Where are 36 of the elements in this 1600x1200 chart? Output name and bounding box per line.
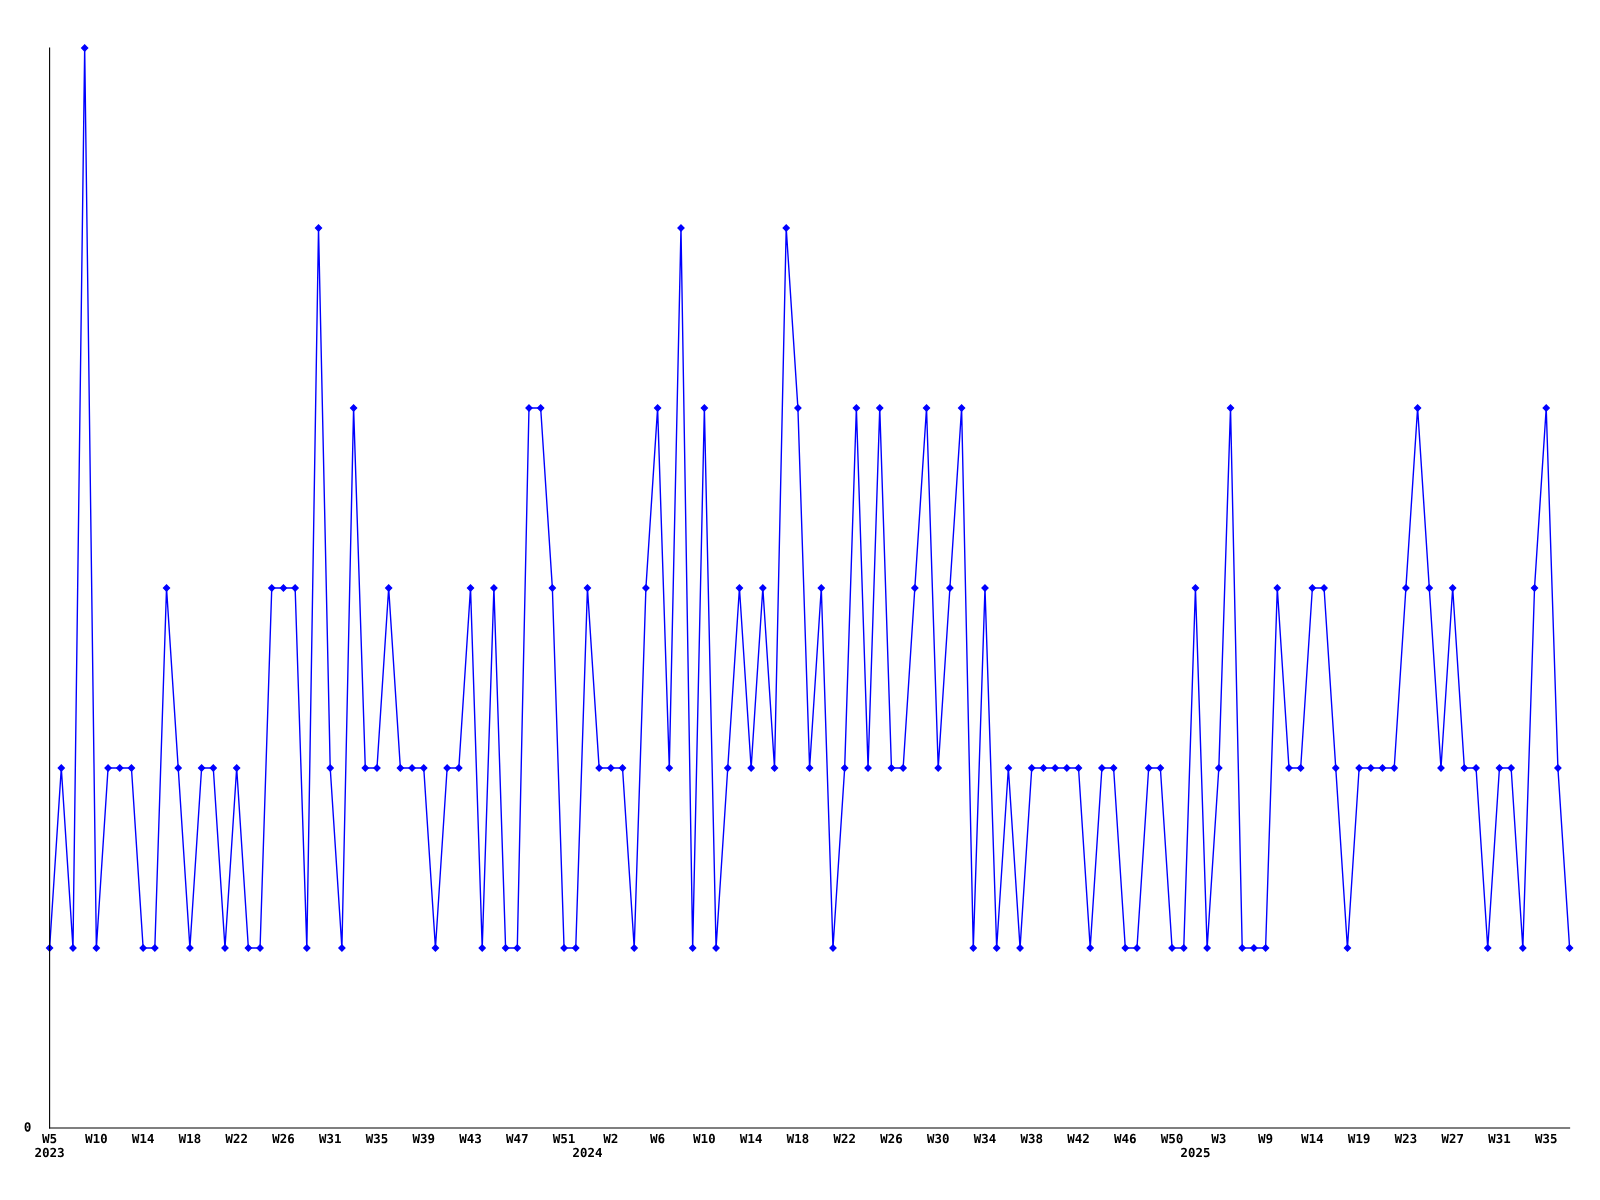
x-tick-label: W50 (1160, 1133, 1183, 1144)
x-tick-label: W38 (1020, 1133, 1043, 1144)
x-tick-label: W35 (365, 1133, 388, 1144)
x-tick-label: W35 (1534, 1133, 1557, 1144)
x-tick-label: W31 (318, 1133, 341, 1144)
x-tick-label: W43 (459, 1133, 481, 1144)
x-tick-label: W5 2023 (35, 1133, 64, 1158)
x-tick-label: W42 (1067, 1133, 1089, 1144)
x-tick-label: W31 (1488, 1133, 1511, 1144)
x-tick-label: W27 (1441, 1133, 1464, 1144)
x-tick-label: W14 (131, 1133, 154, 1144)
x-tick-label: W6 (650, 1133, 665, 1144)
x-tick-label: W34 (973, 1133, 996, 1144)
x-tick-label: W46 (1114, 1133, 1136, 1144)
x-tick-label: W22 (833, 1133, 855, 1144)
x-tick-label: W30 (926, 1133, 949, 1144)
x-tick-label: W47 (506, 1133, 528, 1144)
x-tick-label: W14 (1301, 1133, 1324, 1144)
x-tick-label: W26 (272, 1133, 295, 1144)
x-tick-label: W3 (1211, 1133, 1226, 1144)
x-tick-label: 2024 (573, 1147, 602, 1158)
x-tick-label: W39 (412, 1133, 435, 1144)
x-tick-label: W26 (880, 1133, 903, 1144)
x-tick-label: W10 (85, 1133, 107, 1144)
x-tick-label: W2 (603, 1133, 618, 1144)
x-tick-label: W23 (1394, 1133, 1417, 1144)
text: 0 (24, 1122, 31, 1132)
x-tick-label: W51 (552, 1133, 575, 1144)
x-tick-label: W10 (693, 1133, 715, 1144)
x-tick-label: W18 (178, 1133, 201, 1144)
x-tick-label: W18 (786, 1133, 809, 1144)
x-tick-label: W14 (739, 1133, 762, 1144)
x-tick-label: W9 (1258, 1133, 1273, 1144)
x-tick-label: 2025 (1181, 1147, 1210, 1158)
x-tick-label: W19 (1347, 1133, 1370, 1144)
x-tick-label: W22 (225, 1133, 247, 1144)
